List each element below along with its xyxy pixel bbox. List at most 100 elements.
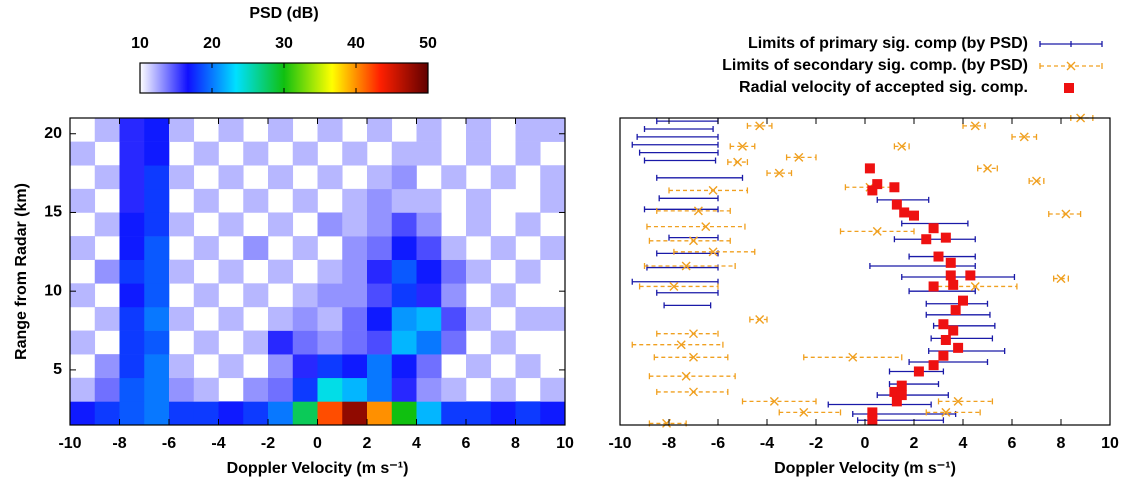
heat-cell bbox=[292, 141, 318, 166]
heat-cell bbox=[144, 236, 170, 260]
heat-cell bbox=[515, 354, 541, 379]
heat-cell bbox=[416, 354, 442, 379]
error-bar bbox=[741, 398, 817, 405]
error-bar bbox=[893, 236, 976, 243]
error-bar bbox=[653, 354, 729, 361]
heat-cell bbox=[391, 283, 417, 308]
heat-cell bbox=[119, 401, 145, 426]
x-tick-label: 2 bbox=[910, 435, 919, 452]
heat-cell bbox=[490, 401, 516, 426]
heat-cell bbox=[94, 212, 120, 237]
error-bar bbox=[643, 157, 717, 164]
heat-cell bbox=[317, 401, 343, 426]
marker-x bbox=[970, 121, 980, 131]
heat-cell bbox=[94, 118, 120, 142]
heat-cell bbox=[490, 377, 516, 402]
heat-cell bbox=[243, 236, 269, 260]
heat-cell bbox=[218, 306, 244, 331]
marker-x bbox=[1061, 209, 1071, 219]
error-bar bbox=[1011, 133, 1038, 140]
legend-marker bbox=[1066, 61, 1076, 71]
heat-cell bbox=[466, 259, 492, 284]
marker-x bbox=[774, 168, 784, 178]
heat-cell bbox=[193, 236, 219, 260]
heat-cell bbox=[218, 212, 244, 237]
marker-square bbox=[867, 185, 878, 196]
heat-cell bbox=[342, 401, 368, 426]
marker-square bbox=[940, 334, 951, 345]
x-tick-label: -6 bbox=[162, 435, 176, 452]
marker-square bbox=[872, 179, 883, 190]
marker-square bbox=[945, 270, 956, 281]
colorbar-title: PSD (dB) bbox=[249, 5, 318, 22]
marker-square bbox=[948, 325, 959, 336]
y-tick-label: 10 bbox=[44, 282, 62, 299]
heat-cell bbox=[119, 330, 145, 355]
heat-cell bbox=[391, 306, 417, 331]
marker-x bbox=[755, 121, 765, 131]
colorbar-tick-label: 30 bbox=[275, 35, 293, 52]
heat-cell bbox=[416, 330, 442, 355]
heat-cell bbox=[490, 165, 516, 190]
heat-cell bbox=[218, 259, 244, 284]
heat-cell bbox=[342, 330, 368, 355]
heat-cell bbox=[144, 212, 170, 237]
marker-x bbox=[941, 407, 951, 417]
marker-x bbox=[897, 141, 907, 151]
heat-cell bbox=[70, 188, 96, 213]
error-bar bbox=[636, 133, 719, 140]
heat-cell bbox=[169, 212, 195, 237]
heat-cell bbox=[268, 259, 294, 284]
heat-cell bbox=[169, 165, 195, 190]
marker-x bbox=[701, 222, 711, 232]
heat-cell bbox=[317, 118, 343, 142]
x-tick-label: 8 bbox=[1057, 435, 1066, 452]
y-tick-label: 20 bbox=[44, 125, 62, 142]
heat-cell bbox=[243, 401, 269, 426]
error-bar bbox=[656, 207, 731, 214]
heat-cell bbox=[70, 283, 96, 308]
heat-cell bbox=[292, 354, 318, 379]
heat-cell bbox=[268, 306, 294, 331]
marker-square bbox=[867, 415, 878, 426]
heat-cell bbox=[193, 377, 219, 402]
heat-cell bbox=[416, 212, 442, 237]
x-tick-label: 2 bbox=[363, 435, 372, 452]
marker-square bbox=[899, 207, 910, 218]
heat-cell bbox=[342, 377, 368, 402]
error-bar bbox=[766, 170, 793, 177]
x-tick-label: 10 bbox=[1101, 435, 1119, 452]
error-bar bbox=[648, 237, 731, 244]
heat-cell bbox=[317, 283, 343, 308]
heat-cell bbox=[94, 306, 120, 331]
error-bar bbox=[729, 143, 756, 150]
error-bar bbox=[643, 126, 714, 133]
heat-cell bbox=[441, 377, 467, 402]
marker-x bbox=[769, 396, 779, 406]
heat-cell bbox=[342, 188, 368, 213]
heat-cell bbox=[317, 259, 343, 284]
heat-cell bbox=[70, 377, 96, 402]
heat-cell bbox=[367, 401, 393, 426]
heat-cell bbox=[243, 330, 269, 355]
error-bar bbox=[749, 316, 768, 323]
x-tick-label: 6 bbox=[1008, 435, 1017, 452]
error-bar bbox=[656, 289, 719, 296]
colorbar-tick-label: 20 bbox=[203, 35, 221, 52]
heat-cell bbox=[119, 377, 145, 402]
heat-cell bbox=[441, 283, 467, 308]
error-bar bbox=[668, 187, 749, 194]
error-bar bbox=[937, 398, 994, 405]
heat-cell bbox=[243, 188, 269, 213]
heat-cell bbox=[144, 118, 170, 142]
error-bar bbox=[827, 401, 932, 408]
heat-cell bbox=[342, 283, 368, 308]
x-tick-label: -6 bbox=[711, 435, 725, 452]
error-bar bbox=[631, 278, 719, 285]
heat-cell bbox=[144, 377, 170, 402]
heat-cell bbox=[441, 330, 467, 355]
error-bar bbox=[658, 195, 719, 202]
error-bar bbox=[778, 409, 842, 416]
heat-cell bbox=[193, 401, 219, 426]
heat-cell bbox=[70, 141, 96, 166]
